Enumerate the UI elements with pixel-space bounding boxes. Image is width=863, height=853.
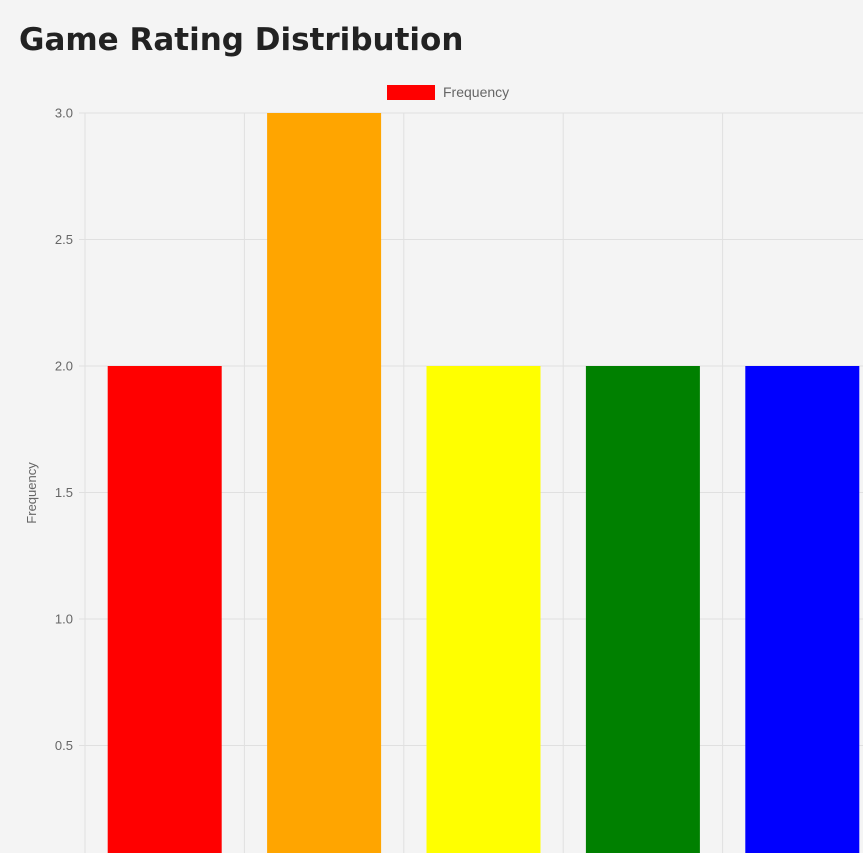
bars (107, 113, 860, 853)
y-tick-label: 2.0 (55, 359, 73, 374)
y-tick-label: 1.0 (55, 612, 73, 627)
y-axis-title: Frequency (24, 462, 39, 524)
bar[interactable] (107, 366, 222, 853)
bar[interactable] (745, 366, 860, 853)
legend[interactable]: Frequency (387, 84, 509, 100)
legend-swatch[interactable] (387, 85, 435, 100)
y-tick-label: 2.5 (55, 232, 73, 247)
axes: 3.0 2.5 2.0 1.5 1.0 0.5 (55, 106, 73, 754)
y-tick-label: 3.0 (55, 106, 73, 121)
bar[interactable] (267, 113, 382, 853)
legend-label[interactable]: Frequency (443, 84, 509, 100)
y-tick-label: 0.5 (55, 738, 73, 753)
bar[interactable] (585, 366, 700, 853)
page-title: Game Rating Distribution (19, 22, 464, 58)
bar[interactable] (426, 366, 541, 853)
y-tick-label: 1.5 (55, 485, 73, 500)
